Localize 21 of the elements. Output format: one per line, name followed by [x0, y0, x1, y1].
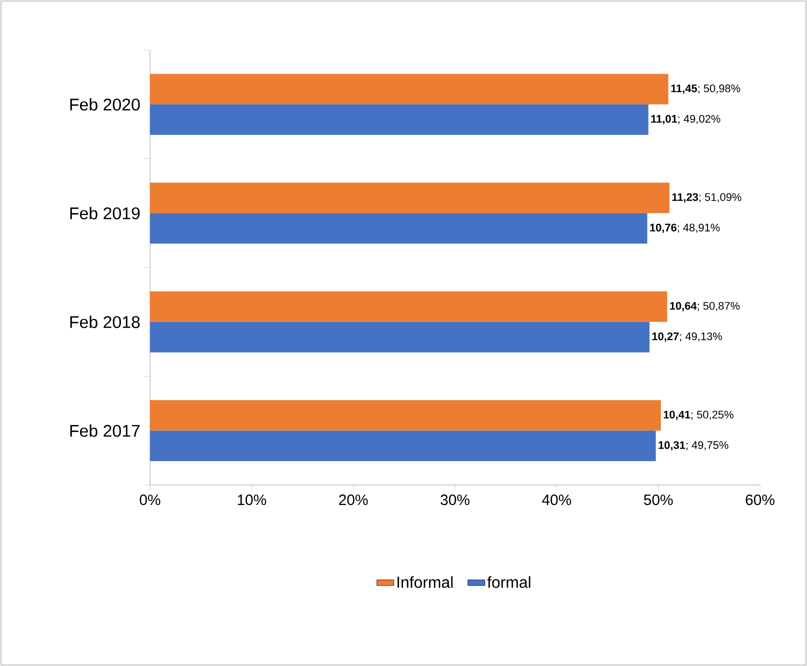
data-label: 10,41; 50,25% [664, 410, 734, 420]
x-tick-label: 40% [542, 494, 572, 506]
data-label: 11,45; 50,98% [671, 84, 740, 94]
data-label: 10,27; 49,13% [652, 332, 722, 342]
data-label: 10,31; 49,75% [658, 441, 728, 451]
y-tick-label: Feb 2017 [70, 424, 140, 437]
y-tick-label: Feb 2018 [70, 316, 140, 328]
x-tick-label: 20% [339, 494, 368, 506]
data-label: 10,64; 50,87% [670, 302, 740, 312]
data-label: 10,76; 48,91% [650, 224, 720, 234]
x-tick-label: 60% [746, 494, 774, 506]
data-label: 11,23; 51,09% [672, 193, 742, 203]
data-label: 11,01; 49,02% [651, 114, 720, 124]
y-tick-label: Feb 2019 [70, 206, 140, 220]
legend-label: formal [487, 576, 530, 588]
legend-label: Informal [398, 576, 453, 588]
x-tick-label: 30% [440, 494, 470, 506]
x-tick-label: 10% [238, 494, 266, 506]
x-tick-label: 50% [644, 494, 673, 506]
x-tick-label: 0% [140, 494, 160, 506]
y-tick-label: Feb 2020 [70, 98, 140, 111]
